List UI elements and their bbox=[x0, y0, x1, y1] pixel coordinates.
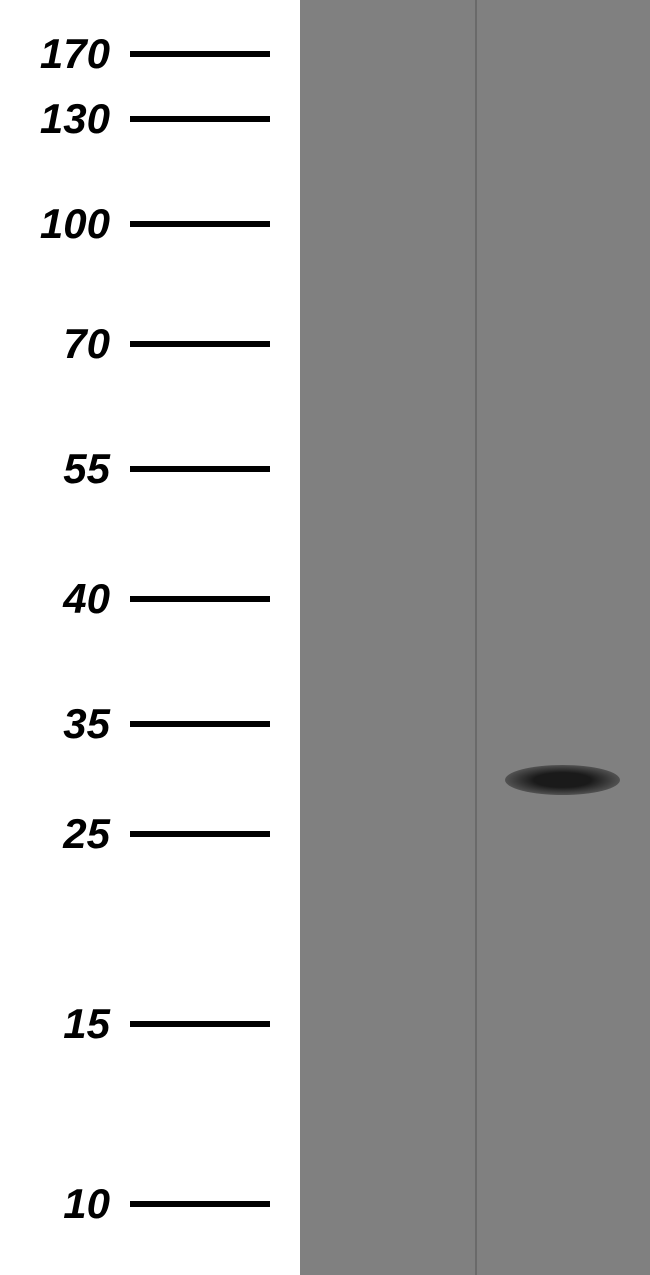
marker-tick bbox=[130, 221, 270, 227]
protein-band-1 bbox=[505, 765, 620, 795]
marker-70: 70 bbox=[0, 320, 300, 368]
blot-container: 170 130 100 70 55 40 35 25 15 10 bbox=[0, 0, 650, 1275]
marker-25: 25 bbox=[0, 810, 300, 858]
marker-tick bbox=[130, 51, 270, 57]
lane-separator bbox=[475, 0, 477, 1275]
molecular-weight-ladder: 170 130 100 70 55 40 35 25 15 10 bbox=[0, 0, 300, 1275]
marker-100: 100 bbox=[0, 200, 300, 248]
marker-label: 10 bbox=[0, 1180, 130, 1228]
marker-35: 35 bbox=[0, 700, 300, 748]
marker-tick bbox=[130, 831, 270, 837]
marker-tick bbox=[130, 1201, 270, 1207]
marker-tick bbox=[130, 341, 270, 347]
marker-170: 170 bbox=[0, 30, 300, 78]
marker-label: 15 bbox=[0, 1000, 130, 1048]
marker-40: 40 bbox=[0, 575, 300, 623]
marker-tick bbox=[130, 596, 270, 602]
marker-tick bbox=[130, 1021, 270, 1027]
marker-15: 15 bbox=[0, 1000, 300, 1048]
marker-label: 55 bbox=[0, 445, 130, 493]
marker-label: 130 bbox=[0, 95, 130, 143]
marker-tick bbox=[130, 116, 270, 122]
marker-tick bbox=[130, 466, 270, 472]
marker-label: 100 bbox=[0, 200, 130, 248]
marker-label: 25 bbox=[0, 810, 130, 858]
marker-label: 170 bbox=[0, 30, 130, 78]
marker-10: 10 bbox=[0, 1180, 300, 1228]
gel-membrane bbox=[300, 0, 650, 1275]
marker-tick bbox=[130, 721, 270, 727]
marker-55: 55 bbox=[0, 445, 300, 493]
marker-130: 130 bbox=[0, 95, 300, 143]
marker-label: 70 bbox=[0, 320, 130, 368]
marker-label: 40 bbox=[0, 575, 130, 623]
marker-label: 35 bbox=[0, 700, 130, 748]
